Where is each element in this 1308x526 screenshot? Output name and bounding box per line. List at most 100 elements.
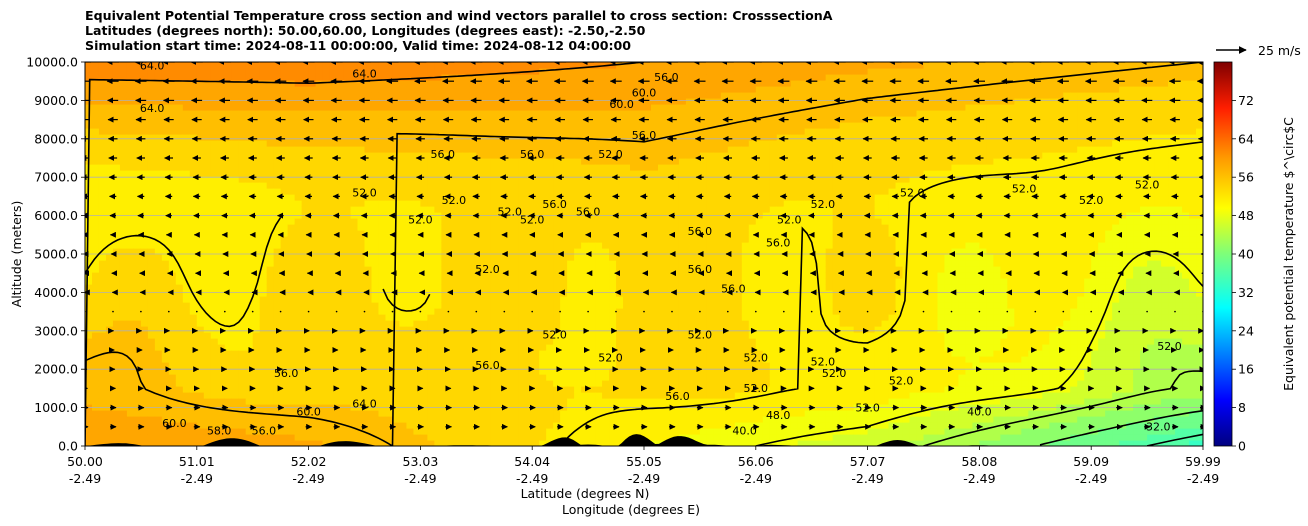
wind-vector (755, 310, 757, 313)
colorbar: 0 8 16 24 32 40 48 56 64 72 Equivalent potential … (1213, 61, 1296, 454)
x-tick-label-lon: -2.49 (69, 471, 101, 486)
x-axis: 50.00 -2.49 51.01 -2.49 52.02 -2.49 53.03 -2.49… (67, 446, 1221, 486)
x-tick-label-lat: 55.05 (626, 454, 662, 469)
x-tick-label-lat: 54.04 (514, 454, 550, 469)
wind-vector (531, 310, 533, 313)
contour-line (923, 370, 1203, 446)
wind-vector (1034, 310, 1037, 313)
y-tick-label: 10000.0 (26, 55, 78, 70)
wind-vector (224, 310, 226, 313)
contour-label: 52.0 (475, 263, 500, 276)
wind-vectors (85, 62, 1203, 430)
y-tick-label: 2000.0 (34, 362, 78, 377)
y-tick-label: 6000.0 (34, 208, 78, 223)
y-tick-label: 4000.0 (34, 285, 78, 300)
wind-vector (810, 310, 813, 313)
wind-vector (335, 310, 338, 313)
y-tick-label: 3000.0 (34, 323, 78, 338)
contour-line (85, 141, 1203, 446)
title-line-3: Simulation start time: 2024-08-11 00:00:… (85, 38, 632, 53)
contour-label: 40.0 (732, 425, 757, 438)
colorbar-tick-label: 40 (1238, 247, 1254, 262)
contour-label: 64.0 (140, 102, 165, 115)
x-tick-label-lon: -2.49 (181, 471, 213, 486)
x-tick-label-lon: -2.49 (740, 471, 772, 486)
x-tick-label-lon: -2.49 (404, 471, 436, 486)
x-tick-label-lon: -2.49 (516, 471, 548, 486)
contour-label: 40.0 (967, 405, 992, 418)
wind-vector (391, 310, 394, 313)
wind-vector (279, 310, 282, 313)
contour-label: 52.0 (744, 352, 769, 365)
contour-label: 52.0 (1079, 194, 1104, 207)
y-tick-label: 5000.0 (34, 247, 78, 262)
colorbar-tick-label: 8 (1238, 400, 1246, 415)
y-tick-label: 0.0 (58, 439, 78, 454)
contour-label: 52.0 (1157, 340, 1182, 353)
chart-title: Equivalent Potential Temperature cross s… (85, 8, 833, 53)
x-tick-label-lon: -2.49 (628, 471, 660, 486)
contour-label: 56.0 (431, 148, 456, 161)
wind-vector (475, 310, 478, 313)
colorbar-label: Equivalent potential temperature $^\circ… (1281, 117, 1296, 391)
terrain-profile (85, 434, 1203, 446)
wind-vector (894, 310, 897, 313)
wind-vector (1006, 310, 1009, 313)
wind-vector (251, 310, 254, 313)
colorbar-tick-label: 24 (1238, 323, 1254, 338)
contour-label: 48.0 (766, 409, 791, 422)
contour-label: 64.0 (352, 67, 377, 80)
wind-vector (643, 310, 645, 313)
wind-vector (922, 310, 925, 313)
contour-label: 56.0 (576, 206, 601, 219)
title-line-2: Latitudes (degrees north): 50.00,60.00, … (85, 23, 646, 38)
title-line-1: Equivalent Potential Temperature cross s… (85, 8, 833, 23)
x-tick-label-lon: -2.49 (292, 471, 324, 486)
x-tick-label-lon: -2.49 (851, 471, 883, 486)
wind-vector (1090, 310, 1092, 313)
wind-vector (447, 310, 450, 313)
wind-vector (671, 310, 673, 313)
contour-label: 56.0 (654, 71, 679, 84)
wind-vector (1146, 310, 1148, 313)
contour-label: 64.0 (352, 398, 377, 411)
wind-vector (866, 310, 869, 313)
wind-vector (307, 310, 310, 313)
y-tick-label: 1000.0 (34, 400, 78, 415)
contour-label: 56.0 (766, 236, 791, 249)
colorbar-tick-label: 0 (1238, 439, 1246, 454)
contour-label: 60.0 (296, 405, 321, 418)
x-tick-label-lat: 52.02 (291, 454, 327, 469)
y-tick-label: 7000.0 (34, 170, 78, 185)
colorbar-tick-label: 32 (1238, 285, 1254, 300)
x-tick-label-lat: 57.07 (850, 454, 886, 469)
x-tick-label-lat: 59.99 (1185, 454, 1221, 469)
terrain (85, 434, 1203, 446)
contour-label: 56.0 (542, 198, 567, 211)
contour-label: 56.0 (475, 359, 500, 372)
wind-vector (615, 310, 617, 313)
x-tick-label-lon: -2.49 (1187, 471, 1219, 486)
contour-label: 52.0 (822, 367, 847, 380)
y-axis-label: Altitude (meters) (9, 201, 24, 308)
wind-vector (699, 310, 701, 313)
wind-vector (559, 310, 561, 313)
x-tick-label-lat: 53.03 (403, 454, 439, 469)
wind-vector (140, 310, 142, 313)
contour-line (1146, 433, 1203, 446)
contour-label: 56.0 (721, 282, 746, 295)
quiver-key-label: 25 m/s (1258, 43, 1301, 58)
contour-label: 52.0 (1012, 183, 1037, 196)
colorbar-tick-label: 72 (1238, 93, 1254, 108)
colorbar-tick-label: 48 (1238, 208, 1254, 223)
wind-vector (1118, 310, 1120, 313)
contour-label: 52.0 (598, 352, 623, 365)
contour-label: 52.0 (598, 148, 623, 161)
y-tick-label: 9000.0 (34, 93, 78, 108)
wind-vector (727, 310, 729, 313)
contour-label: 56.0 (688, 263, 713, 276)
quiver-key: 25 m/s (1216, 43, 1301, 58)
x-tick-label-lat: 59.09 (1073, 454, 1109, 469)
wind-vector (168, 310, 170, 313)
